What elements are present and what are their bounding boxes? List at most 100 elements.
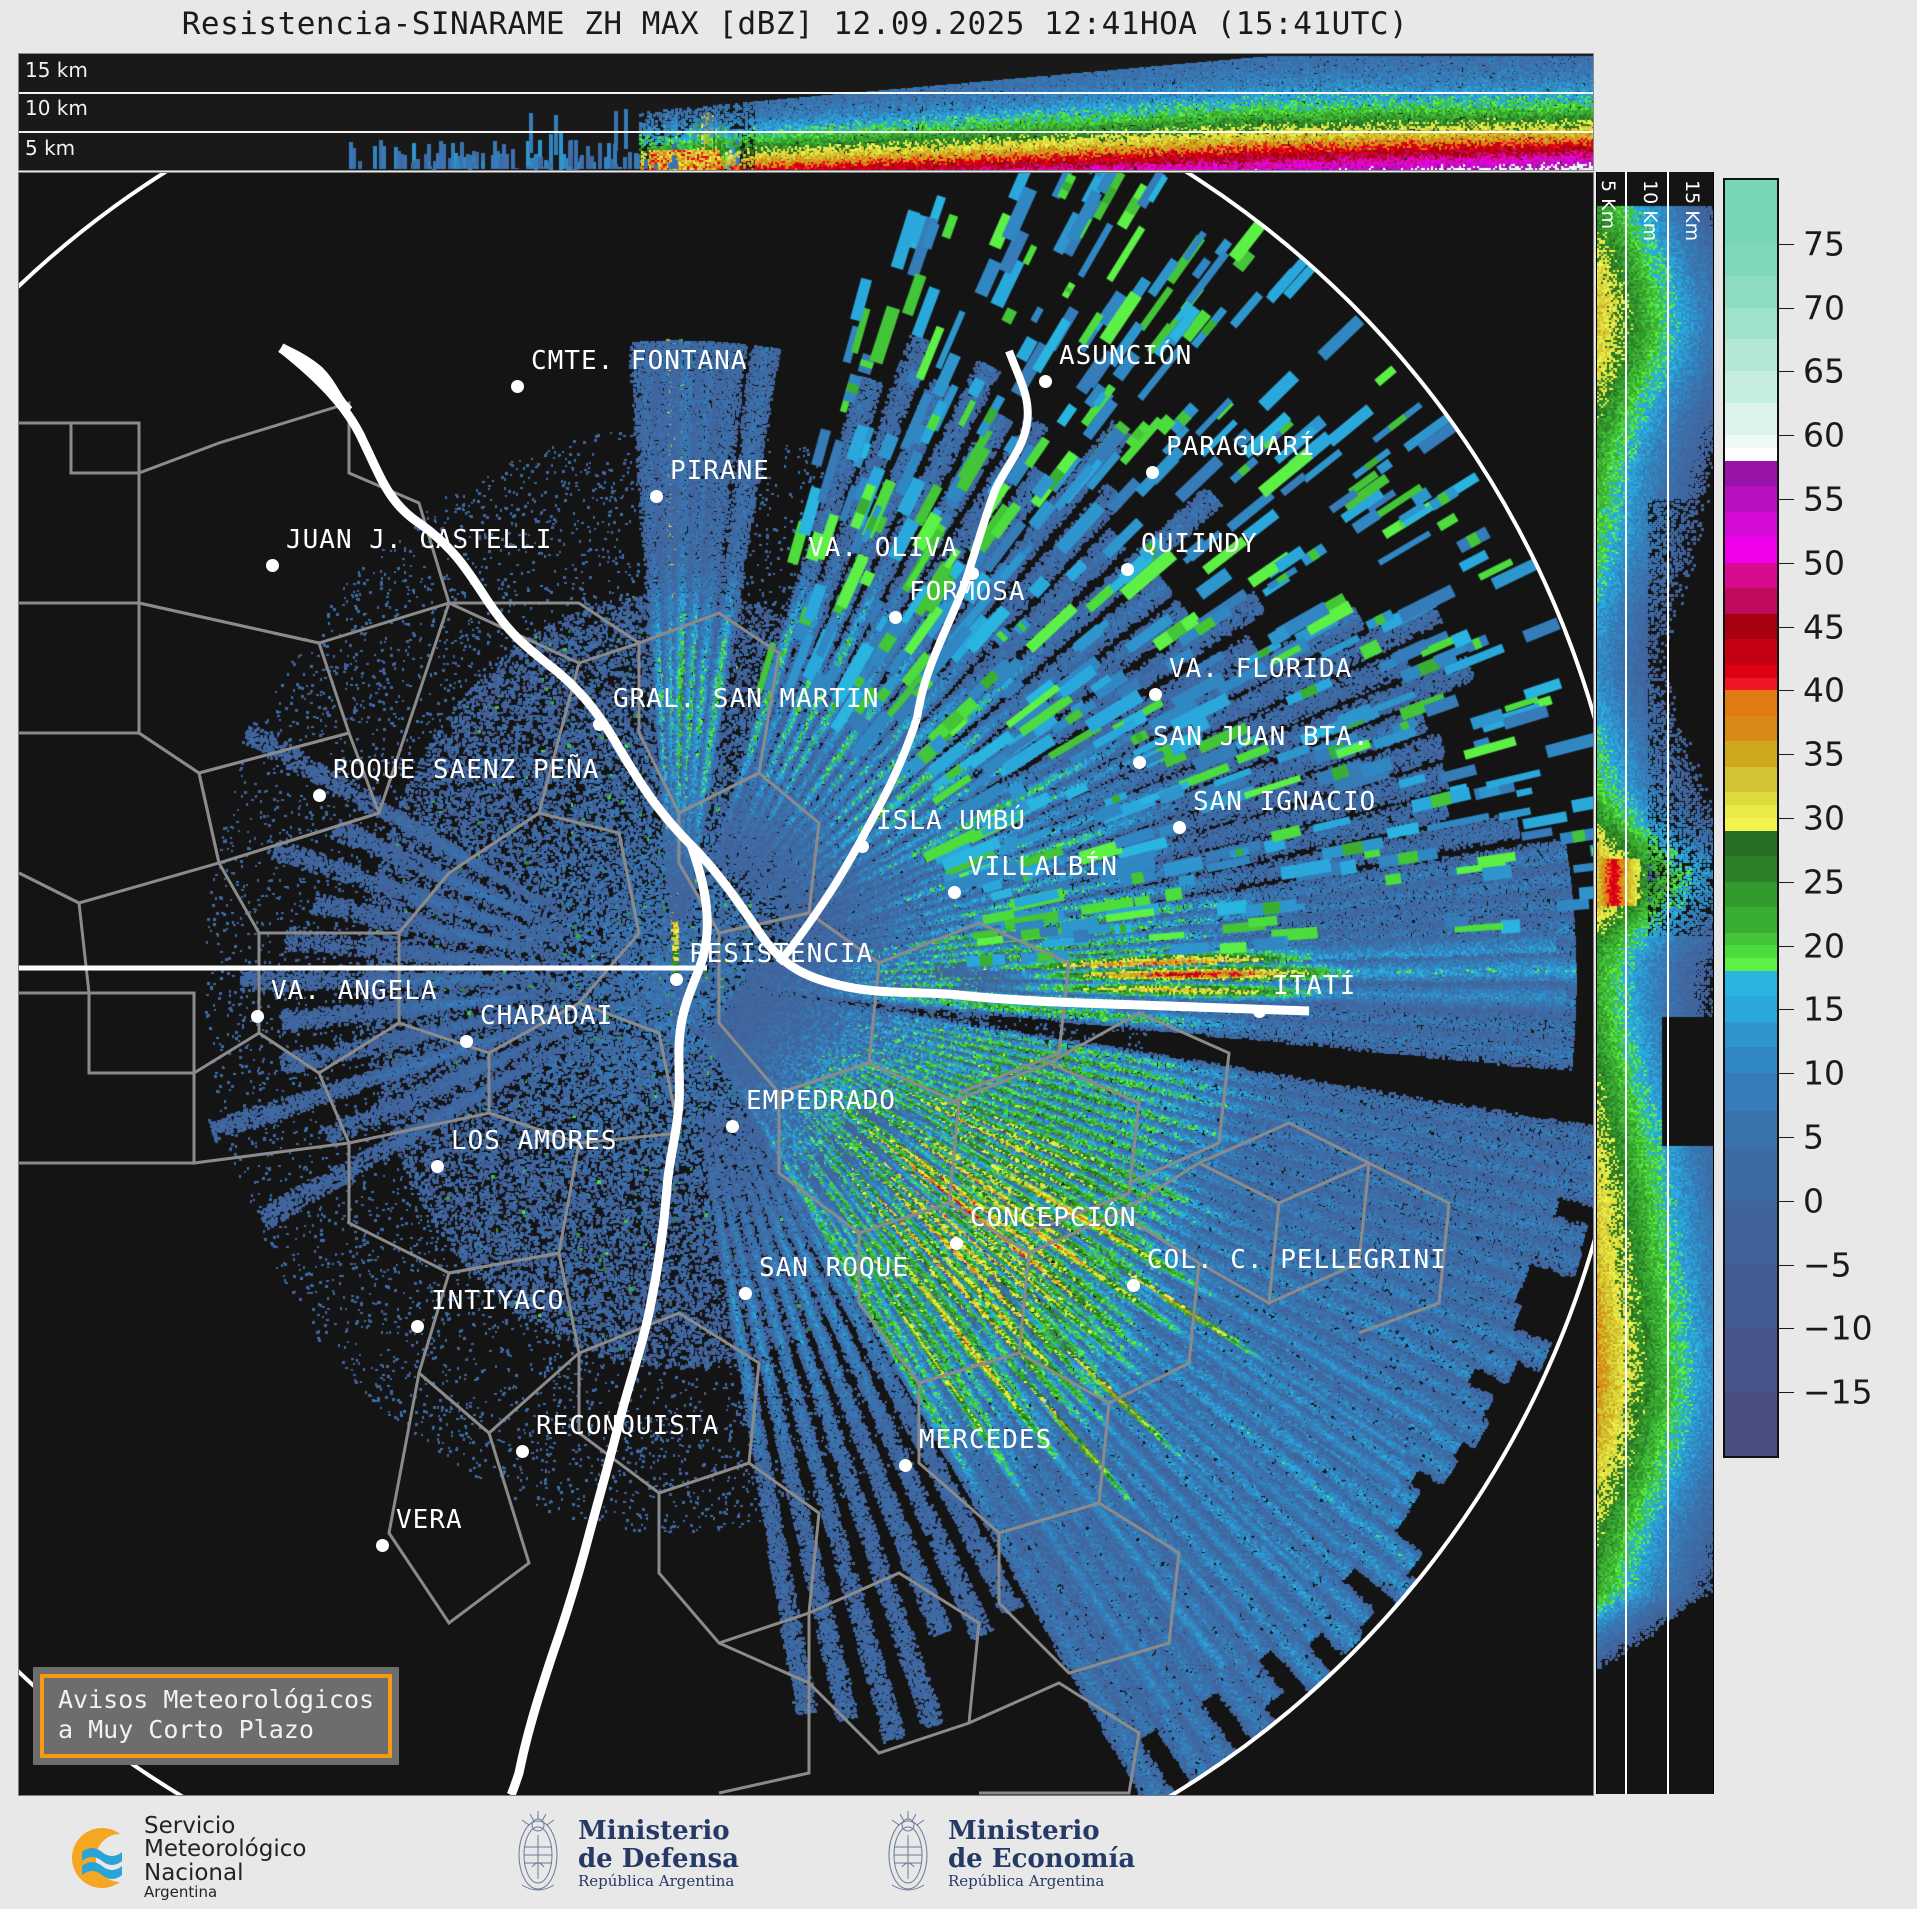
colorbar-segment xyxy=(1725,1047,1777,1073)
colorbar-segment xyxy=(1725,1328,1777,1392)
city-dot-icon xyxy=(889,611,902,624)
city-label: CMTE. FONTANA xyxy=(531,346,748,376)
city-label: CHARADAI xyxy=(480,1001,614,1031)
city-label: QUIINDY xyxy=(1141,529,1258,559)
logo-servicio-meteorologico-nacional: Servicio Meteorológico Nacional Argentin… xyxy=(62,1814,307,1901)
city-label: ROQUE SAENZ PEÑA xyxy=(333,755,600,785)
city-dot-icon xyxy=(431,1160,444,1173)
province-boundary xyxy=(1278,1161,1451,1335)
city-dot-icon xyxy=(516,1445,529,1458)
colorbar-segment xyxy=(1725,690,1777,716)
international-border-river xyxy=(278,344,1310,1016)
colorbar-tick-label: 10 xyxy=(1803,1053,1845,1093)
reflectivity-colorbar xyxy=(1723,178,1779,1458)
city-dot-icon xyxy=(1133,756,1146,769)
colorbar-tick-label: −5 xyxy=(1803,1245,1852,1285)
colorbar-tick-label: −10 xyxy=(1803,1308,1873,1348)
city-dot-icon xyxy=(313,789,326,802)
city-dot-icon xyxy=(899,1459,912,1472)
map-vector-overlay xyxy=(19,173,1593,1795)
city-dot-icon xyxy=(266,559,279,572)
city-dot-icon xyxy=(251,1010,264,1023)
cross-section-radar-canvas xyxy=(19,54,1593,170)
colorbar-tick xyxy=(1779,1073,1794,1075)
colorbar-tick-label: 30 xyxy=(1803,798,1845,838)
province-boundary xyxy=(397,811,641,1055)
altitude-label-5km: 5 km xyxy=(25,136,76,160)
colorbar-tick xyxy=(1779,1392,1794,1394)
province-boundary xyxy=(968,1681,1141,1795)
colorbar-segment xyxy=(1725,243,1777,276)
defensa-line-1: Ministerio xyxy=(578,1815,730,1846)
colorbar-segment xyxy=(1725,211,1777,244)
colorbar-tick-label: −15 xyxy=(1803,1372,1873,1412)
colorbar-tick-label: 5 xyxy=(1803,1117,1824,1157)
colorbar-tick xyxy=(1779,1264,1794,1266)
city-dot-icon xyxy=(1149,688,1162,701)
colorbar-tick-label: 20 xyxy=(1803,926,1845,966)
colorbar-segment xyxy=(1725,805,1777,818)
altitude-label-10km: 10 km xyxy=(25,96,88,120)
smn-logo-text: Servicio Meteorológico Nacional Argentin… xyxy=(144,1814,307,1901)
colorbar-tick xyxy=(1779,307,1794,309)
city-label: EMPEDRADO xyxy=(746,1086,896,1116)
province-boundary xyxy=(19,731,221,905)
province-boundary xyxy=(71,421,141,473)
province-boundary xyxy=(948,1061,1141,1235)
colorbar-segment xyxy=(1725,460,1777,487)
city-dot-icon xyxy=(670,973,683,986)
rhi-label-5km: 5 Km xyxy=(1597,180,1619,230)
colorbar-segment xyxy=(1725,403,1777,436)
city-dot-icon xyxy=(650,490,663,503)
city-label: PIRANE xyxy=(670,456,770,486)
province-boundary xyxy=(19,871,91,995)
logo-ministerio-de-economia: Ministerio de Economía República Argenti… xyxy=(880,1807,1135,1899)
colorbar-segment xyxy=(1725,881,1777,908)
colorbar-segment xyxy=(1725,1391,1777,1456)
city-dot-icon xyxy=(739,1287,752,1300)
defensa-logo-text: Ministerio de Defensa República Argentin… xyxy=(578,1817,739,1889)
city-dot-icon xyxy=(856,840,869,853)
city-dot-icon xyxy=(1146,466,1159,479)
city-label: VERA xyxy=(396,1505,463,1535)
border-dotted xyxy=(278,343,353,415)
city-dot-icon xyxy=(460,1035,473,1048)
international-border-south xyxy=(775,716,921,966)
avisos-line-2: a Muy Corto Plazo xyxy=(58,1715,314,1744)
city-label: INTIYACO xyxy=(431,1286,565,1316)
colorbar-segment xyxy=(1725,970,1777,997)
city-label: SAN IGNACIO xyxy=(1193,787,1377,817)
city-dot-icon xyxy=(1039,375,1052,388)
colorbar-segment xyxy=(1725,486,1777,512)
avisos-badge[interactable]: Avisos Meteorológicos a Muy Corto Plazo xyxy=(33,1667,400,1765)
colorbar-segment xyxy=(1725,817,1777,831)
international-border-east xyxy=(913,349,1032,719)
city-dot-icon xyxy=(1121,563,1134,576)
rhi-label-10km: 10 Km xyxy=(1639,180,1661,242)
colorbar-tick-label: 75 xyxy=(1803,224,1845,264)
colorbar-tick-label: 40 xyxy=(1803,670,1845,710)
city-dot-icon xyxy=(511,380,524,393)
radar-reflectivity-canvas xyxy=(19,173,1593,1795)
colorbar-tick xyxy=(1779,371,1794,373)
city-dot-icon xyxy=(1253,1005,1266,1018)
colorbar-tick-label: 25 xyxy=(1803,862,1845,902)
colorbar-segment xyxy=(1725,537,1777,563)
colorbar-segment xyxy=(1725,766,1777,793)
colorbar-segment xyxy=(1725,275,1777,308)
avisos-badge-inner: Avisos Meteorológicos a Muy Corto Plazo xyxy=(40,1674,393,1758)
colorbar-segment xyxy=(1725,562,1777,589)
logo-ministerio-de-defensa: Ministerio de Defensa República Argentin… xyxy=(510,1807,739,1899)
altitude-label-15km: 15 km xyxy=(25,58,88,82)
city-label: ISLA UMBÚ xyxy=(876,806,1026,836)
province-boundary xyxy=(192,1031,352,1165)
colorbar-tick-label: 50 xyxy=(1803,543,1845,583)
city-dot-icon xyxy=(376,1539,389,1552)
smn-line-2: Meteorológico xyxy=(144,1836,307,1863)
colorbar-segment xyxy=(1725,371,1777,404)
radar-map-panel[interactable]: CMTE. FONTANA ASUNCIÓN PARAGUARÍ PIRANE JUAN… xyxy=(18,172,1594,1796)
colorbar-segment xyxy=(1725,339,1777,372)
colorbar-tick-layer: 75 70 65 60 55 50 45 40 35 30 25 20 15 10 5 0 −5 −10 −15 xyxy=(1779,178,1909,1458)
city-dot-icon xyxy=(1127,1279,1140,1292)
colorbar-segment xyxy=(1725,435,1777,448)
